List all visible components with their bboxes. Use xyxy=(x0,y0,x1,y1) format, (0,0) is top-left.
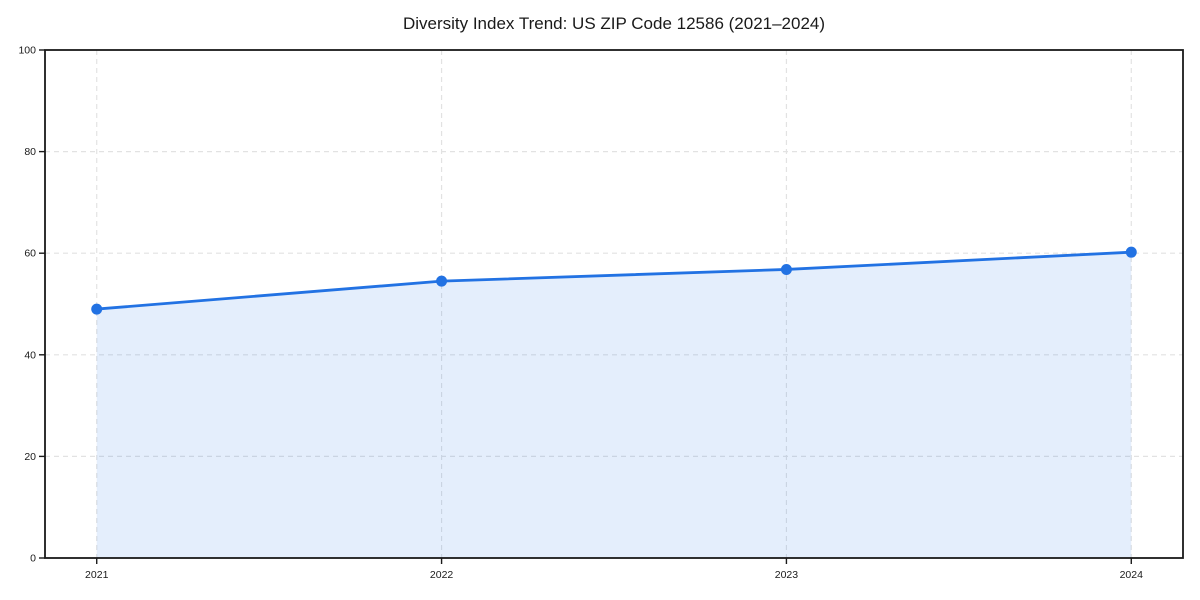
area-fill xyxy=(96,252,1132,558)
x-tick-label: 2021 xyxy=(85,569,109,581)
y-tick-label: 40 xyxy=(24,349,36,361)
x-tick-label: 2022 xyxy=(430,569,454,581)
y-tick-label: 60 xyxy=(24,248,36,260)
data-point-2021 xyxy=(91,303,103,315)
x-tick-label: 2024 xyxy=(1120,569,1144,581)
y-tick-label: 100 xyxy=(18,45,36,57)
data-point-2023 xyxy=(780,263,792,275)
data-point-2024 xyxy=(1125,246,1137,258)
y-tick-label: 0 xyxy=(30,553,36,565)
x-tick-label: 2023 xyxy=(775,569,799,581)
y-tick-label: 80 xyxy=(24,146,36,158)
axes-spines xyxy=(44,49,1184,559)
y-tick-label: 20 xyxy=(24,451,36,463)
data-point-2022 xyxy=(436,275,448,287)
axis-ticks xyxy=(39,49,1132,564)
chart-title: Diversity Index Trend: US ZIP Code 12586… xyxy=(403,14,825,33)
plot-border xyxy=(44,49,1184,559)
axis-tick-labels: 0 20 40 60 80 100 2021 2022 2023 2024 xyxy=(18,45,1143,582)
plot-layer xyxy=(91,246,1137,558)
trend-line xyxy=(95,250,1133,311)
